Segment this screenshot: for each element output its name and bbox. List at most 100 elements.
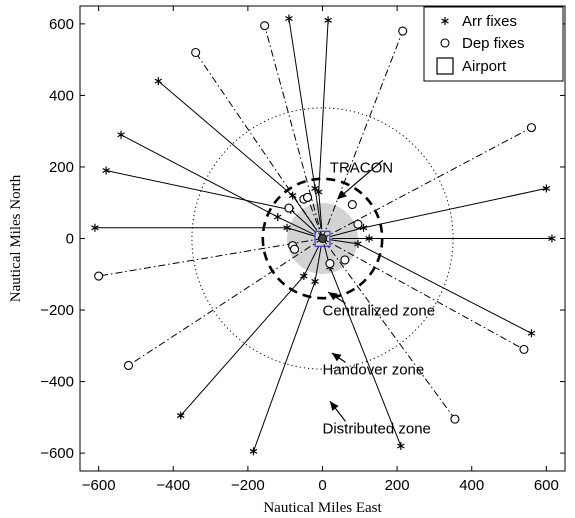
airport-center xyxy=(318,234,327,243)
departure-route-4 xyxy=(98,238,323,277)
departure-fix-6 xyxy=(519,344,529,354)
y-tick-label-4: 200 xyxy=(49,159,74,176)
arrival-fix-8 xyxy=(527,329,536,338)
legend-entry-arr-fixes: Arr fixes xyxy=(462,13,517,30)
annotation-arrowhead-2 xyxy=(331,352,342,362)
legend-marker-arr xyxy=(441,17,449,25)
annotation-1: Centralized zone xyxy=(323,302,436,319)
arrival-entry-8 xyxy=(354,239,362,248)
departure-fix-5 xyxy=(123,360,134,371)
arrival-entry-0 xyxy=(283,223,291,232)
arrival-entry-3 xyxy=(288,191,297,200)
arrival-fix-2 xyxy=(117,130,125,139)
departure-exit-5 xyxy=(289,244,300,254)
annotation-3: Distributed zone xyxy=(323,420,431,437)
arrival-route-1 xyxy=(106,170,291,211)
y-tick-label-1: −400 xyxy=(40,374,74,391)
departure-fix-4 xyxy=(94,271,104,281)
legend: Arr fixes Dep fixes Airport xyxy=(423,6,564,82)
legend-entry-dep-fixes: Dep fixes xyxy=(462,35,525,52)
legend-marker-dep xyxy=(440,38,450,48)
arrival-fix-9 xyxy=(397,441,405,450)
departure-route-2 xyxy=(322,30,404,239)
arrival-entry-11 xyxy=(300,272,308,281)
arrival-fix-6 xyxy=(542,184,551,193)
arrival-inner-2 xyxy=(277,216,314,235)
arrival-entry-5 xyxy=(315,188,323,196)
departure-fix-1 xyxy=(191,47,201,58)
x-tick-label-4: 200 xyxy=(385,477,410,494)
departure-exit-6 xyxy=(340,255,350,265)
arrival-entry-10 xyxy=(311,277,319,286)
departure-exit-7 xyxy=(325,258,335,269)
arrival-route-8 xyxy=(357,243,532,334)
arrival-fix-0 xyxy=(91,223,99,232)
y-tick-label-0: −600 xyxy=(40,445,74,462)
arrival-entry-2 xyxy=(273,213,282,222)
airport-marker xyxy=(314,230,331,247)
y-axis-label: Nautical Miles North xyxy=(8,174,24,302)
departure-route-6 xyxy=(322,238,525,350)
x-tick-label-2: −200 xyxy=(231,477,265,494)
annotation-arrow-0 xyxy=(337,159,384,200)
x-tick-label-1: −400 xyxy=(156,477,190,494)
departure-fix-3 xyxy=(526,123,536,133)
arrival-inner-4 xyxy=(314,188,322,229)
x-tick-label-5: 400 xyxy=(459,477,484,494)
arrival-fix-7 xyxy=(548,234,556,243)
arrival-inner-5 xyxy=(318,191,323,230)
annotation-arrowhead-1 xyxy=(328,292,338,301)
arrival-route-2 xyxy=(120,134,278,218)
arrival-route-4 xyxy=(288,18,316,189)
departure-exit-3 xyxy=(353,219,363,229)
departure-route-7 xyxy=(322,238,456,420)
arrival-fix-1 xyxy=(102,166,110,175)
legend-entry-airport: Airport xyxy=(462,58,507,75)
departure-fix-0 xyxy=(260,21,270,31)
routes-layer xyxy=(94,18,552,452)
x-tick-label-3: 0 xyxy=(318,477,326,494)
departure-fix-7 xyxy=(450,414,460,424)
x-axis-label: Nautical Miles East xyxy=(263,500,382,516)
arrival-fix-3 xyxy=(154,77,163,86)
arrival-route-9 xyxy=(329,266,402,447)
arrival-fix-4 xyxy=(285,14,293,23)
arrival-route-6 xyxy=(363,187,547,229)
departure-fix-2 xyxy=(398,26,408,36)
arrival-entry-4 xyxy=(311,184,319,193)
y-tick-label-2: −200 xyxy=(40,302,74,319)
departure-exit-8 xyxy=(303,192,313,202)
arrival-route-5 xyxy=(318,20,329,193)
y-tick-label-3: 0 xyxy=(66,231,74,248)
departure-exit-1 xyxy=(284,203,294,213)
arrival-inner-0 xyxy=(286,227,316,237)
departure-route-1 xyxy=(195,52,323,239)
departure-route-5 xyxy=(128,238,323,366)
annotation-arrowhead-0 xyxy=(337,190,347,200)
arrival-inner-10 xyxy=(314,246,322,282)
departure-exit-2 xyxy=(347,199,357,210)
arrival-fix-11 xyxy=(176,411,185,420)
legend-marker-airport xyxy=(436,57,454,75)
arrival-inner-6 xyxy=(330,227,364,237)
x-tick-label-0: −600 xyxy=(82,477,116,494)
arrival-route-3 xyxy=(158,80,293,196)
arrival-fix-5 xyxy=(324,16,332,25)
annotation-arrowhead-3 xyxy=(329,401,339,411)
arrival-inner-8 xyxy=(329,239,359,245)
arrival-route-11 xyxy=(180,275,305,416)
arrival-route-10 xyxy=(253,281,316,452)
arrival-inner-1 xyxy=(290,209,317,234)
x-tick-label-6: 600 xyxy=(534,477,559,494)
ticks-layer: −600 −400 −200 0 200 400 600 −600 −400 −200 0 200 40… xyxy=(40,6,565,494)
arrival-entry-7 xyxy=(365,234,373,243)
arrival-inner-11 xyxy=(303,245,320,277)
y-tick-label-5: 400 xyxy=(49,87,74,104)
markers-layer xyxy=(91,14,556,456)
annotation-0: TRACON xyxy=(330,159,393,176)
annotations-layer: TRACON Centralized zone Handover zone Distr… xyxy=(323,159,436,437)
y-tick-label-6: 600 xyxy=(49,16,74,33)
annotation-2: Handover zone xyxy=(323,361,425,378)
